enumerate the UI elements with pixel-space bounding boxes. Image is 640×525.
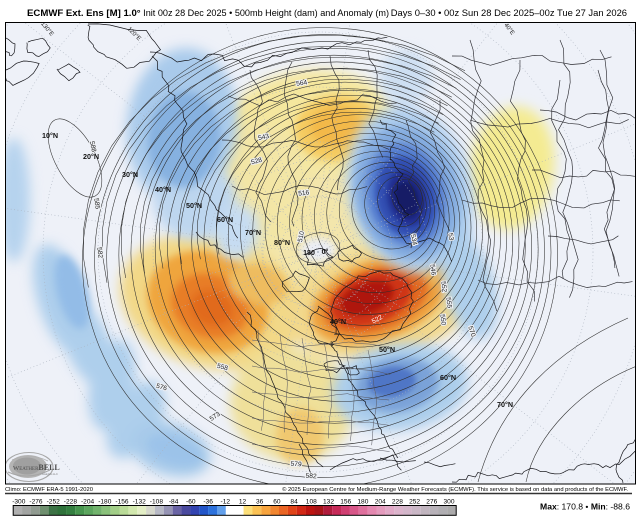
svg-text:228: 228	[392, 499, 403, 506]
svg-text:50°N: 50°N	[379, 345, 395, 354]
svg-text:© 2025 European Centre for Med: © 2025 European Centre for Medium-Range …	[282, 486, 628, 493]
svg-text:40°N: 40°N	[155, 185, 171, 194]
svg-text:546: 546	[428, 264, 436, 276]
svg-text:70°N: 70°N	[497, 400, 513, 409]
svg-text:576: 576	[155, 383, 168, 393]
svg-text:0°: 0°	[322, 248, 329, 256]
svg-text:132: 132	[323, 499, 334, 506]
svg-text:50°N: 50°N	[186, 201, 202, 210]
svg-text:53: 53	[446, 233, 454, 242]
svg-text:70°N: 70°N	[245, 228, 261, 237]
svg-text:-252: -252	[47, 499, 61, 506]
svg-text:585: 585	[92, 198, 101, 210]
svg-text:108: 108	[306, 499, 317, 506]
svg-text:516: 516	[298, 189, 310, 197]
svg-text:528: 528	[250, 157, 263, 167]
svg-text:180: 180	[357, 499, 368, 506]
svg-text:30°N: 30°N	[122, 170, 138, 179]
svg-text:156: 156	[340, 499, 351, 506]
svg-text:180: 180	[303, 250, 315, 257]
svg-text:522: 522	[371, 314, 384, 326]
svg-text:582: 582	[305, 473, 317, 481]
svg-text:60°N: 60°N	[217, 215, 233, 224]
svg-text:-12: -12	[221, 499, 231, 506]
svg-text:-276: -276	[29, 499, 43, 506]
svg-text:Climo: ECMWF ERA-5 1991-2020: Climo: ECMWF ERA-5 1991-2020	[5, 487, 93, 493]
svg-text:-300: -300	[12, 499, 26, 506]
svg-text:510: 510	[297, 230, 306, 243]
svg-text:552: 552	[439, 281, 447, 293]
svg-text:543: 543	[258, 133, 271, 142]
svg-text:WEATHERBELL: WEATHERBELL	[13, 463, 60, 472]
svg-text:276: 276	[426, 499, 437, 506]
svg-text:534: 534	[409, 234, 418, 246]
svg-text:550: 550	[438, 314, 446, 326]
svg-text:564: 564	[296, 79, 308, 88]
svg-text:204: 204	[375, 499, 386, 506]
svg-text:-156: -156	[115, 499, 129, 506]
svg-text:579: 579	[290, 461, 302, 469]
svg-text:84: 84	[290, 499, 298, 506]
svg-text:588: 588	[88, 141, 97, 154]
svg-text:Max: 170.8 • Min: -88.6: Max: 170.8 • Min: -88.6	[540, 502, 630, 512]
svg-text:20°N: 20°N	[83, 152, 99, 161]
svg-text:-180: -180	[98, 499, 112, 506]
svg-text:-108: -108	[150, 499, 164, 506]
svg-text:-132: -132	[133, 499, 147, 506]
svg-text:40°N: 40°N	[330, 317, 346, 326]
svg-text:ECMWF Ext. Ens [M] 1.0° Init: ECMWF Ext. Ens [M] 1.0° Init 00z 28 Dec …	[27, 8, 389, 19]
svg-text:252: 252	[409, 499, 420, 506]
svg-text:-228: -228	[64, 499, 78, 506]
svg-text:555: 555	[444, 297, 452, 309]
svg-text:80°N: 80°N	[274, 238, 290, 247]
svg-text:-84: -84	[169, 499, 179, 506]
svg-text:60°N: 60°N	[440, 373, 456, 382]
svg-text:582: 582	[95, 247, 104, 259]
svg-text:Days 0–30 • 00z Sun 28 Dec 202: Days 0–30 • 00z Sun 28 Dec 2025–00z Tue …	[391, 7, 627, 18]
svg-text:558: 558	[216, 363, 229, 373]
svg-text:-60: -60	[186, 499, 196, 506]
svg-text:60: 60	[273, 499, 281, 506]
svg-text:300: 300	[443, 499, 454, 506]
svg-text:10°N: 10°N	[42, 131, 58, 140]
svg-text:36: 36	[256, 499, 264, 506]
svg-text:-36: -36	[203, 499, 213, 506]
svg-text:Analytics LLC: Analytics LLC	[42, 472, 58, 476]
svg-text:12: 12	[239, 499, 247, 506]
svg-text:-204: -204	[81, 499, 95, 506]
